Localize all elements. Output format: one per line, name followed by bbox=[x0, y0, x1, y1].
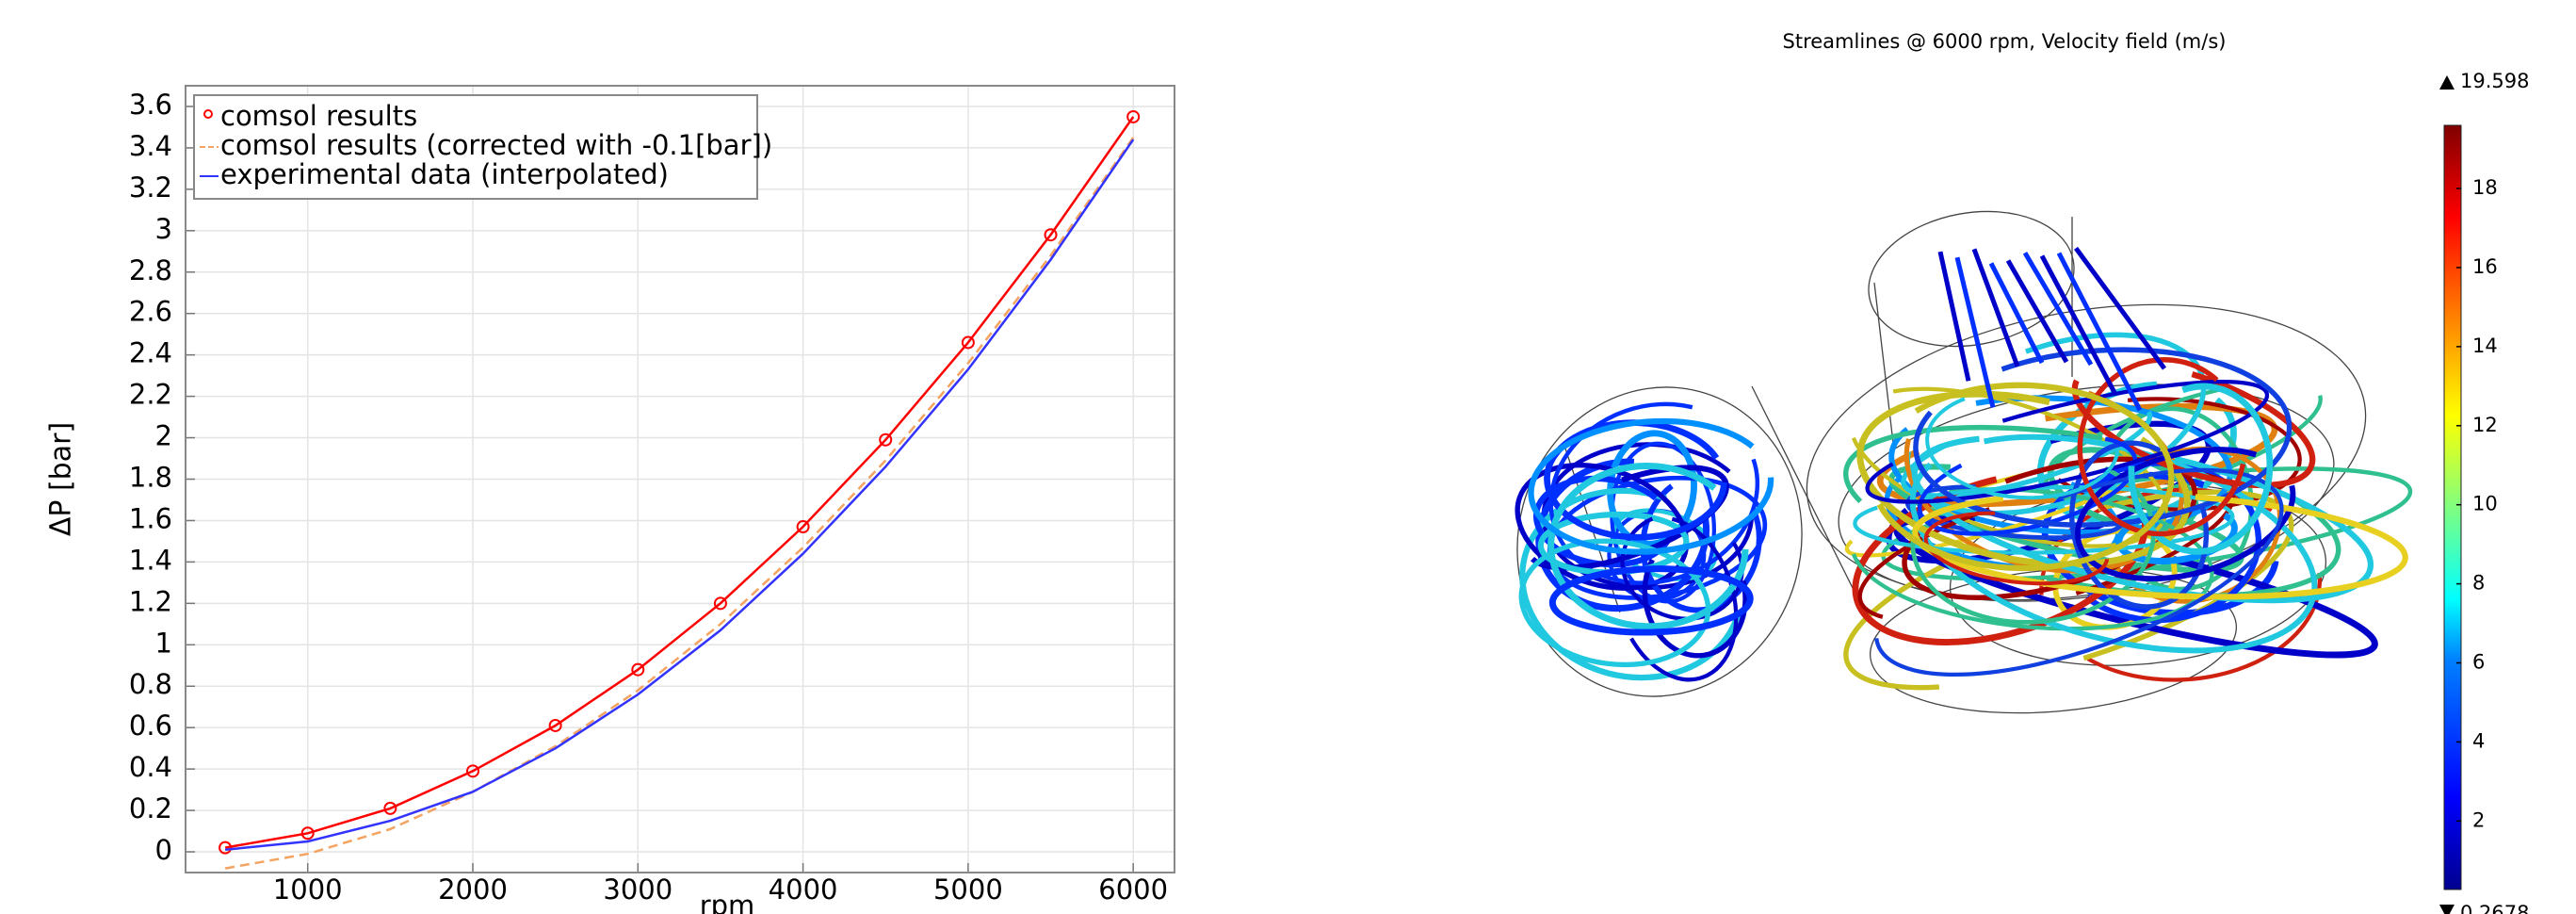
y-tick-label: 1 bbox=[155, 627, 172, 659]
x-tick-label: 5000 bbox=[933, 873, 1003, 906]
max-marker bbox=[2439, 75, 2454, 90]
y-tick-label: 1.4 bbox=[129, 544, 172, 576]
colorbar-min-label: 0.2678 bbox=[2460, 902, 2529, 914]
y-tick-label: 2 bbox=[155, 420, 172, 452]
colorbar-tick-label: 10 bbox=[2472, 493, 2498, 515]
min-marker bbox=[2439, 905, 2454, 914]
y-tick-label: 3.6 bbox=[129, 89, 172, 121]
line-chart: 0 0.2 0.4 0.6 0.8 1 1.2 1.4 1.6 1.8 2 2.2 2.4 2.6 2.8 3… bbox=[45, 86, 1175, 914]
series-line bbox=[225, 138, 1133, 869]
colorbar-tick-label: 18 bbox=[2472, 176, 2498, 199]
x-tick-label: 6000 bbox=[1098, 873, 1168, 906]
page: {"chart_data": [ {"type": "line", "y_lab… bbox=[0, 0, 2576, 914]
series-line bbox=[225, 139, 1133, 850]
colorbar bbox=[2444, 125, 2461, 890]
y-tick-label: 2.4 bbox=[129, 337, 172, 369]
x-tick-label: 3000 bbox=[603, 873, 672, 906]
streamline-plot: Streamlines @ 6000 rpm, Velocity field (… bbox=[1482, 30, 2529, 914]
y-tick-label: 0.2 bbox=[129, 792, 172, 824]
x-tick-label: 2000 bbox=[438, 873, 508, 906]
legend-label: experimental data (interpolated) bbox=[220, 158, 669, 190]
legend-label: comsol results (corrected with -0.1[bar]… bbox=[220, 129, 772, 161]
colorbar-tick-label: 6 bbox=[2472, 651, 2485, 674]
y-tick-label: 3.2 bbox=[129, 171, 172, 204]
y-tick-label: 2.8 bbox=[129, 254, 172, 286]
colorbar-tick-label: 12 bbox=[2472, 414, 2498, 436]
colorbar-tick-label: 4 bbox=[2472, 729, 2485, 752]
colorbar-tick-label: 14 bbox=[2472, 335, 2498, 357]
colorbar-tick-label: 8 bbox=[2472, 572, 2485, 595]
series-line bbox=[225, 117, 1133, 848]
y-tick-label: 2.2 bbox=[129, 379, 172, 411]
y-tick-label: 3.4 bbox=[129, 130, 172, 162]
y-tick-label: 0.6 bbox=[129, 710, 172, 742]
plot-title: Streamlines @ 6000 rpm, Velocity field (… bbox=[1783, 30, 2227, 53]
colorbar-tick-label: 16 bbox=[2472, 255, 2498, 278]
x-axis-label: rpm bbox=[700, 890, 755, 914]
y-tick-label: 0.4 bbox=[129, 751, 172, 783]
legend-label: comsol results bbox=[220, 100, 417, 132]
colorbar-tick-label: 2 bbox=[2472, 808, 2485, 831]
streamline bbox=[1940, 252, 1968, 381]
y-tick-label: 0.8 bbox=[129, 668, 172, 700]
y-tick-label: 0 bbox=[155, 834, 172, 866]
y-axis-label: ΔP [bar] bbox=[45, 422, 78, 536]
streamline bbox=[2042, 256, 2115, 395]
x-tick-label: 4000 bbox=[769, 873, 838, 906]
y-tick-label: 1.2 bbox=[129, 585, 172, 617]
y-tick-label: 2.6 bbox=[129, 296, 172, 328]
screenshot: 0 0.2 0.4 0.6 0.8 1 1.2 1.4 1.6 1.8 2 2.2 2.4 2.6 2.8 3… bbox=[0, 0, 2576, 914]
x-tick-label: 1000 bbox=[273, 873, 343, 906]
y-tick-label: 1.6 bbox=[129, 502, 172, 534]
y-tick-label: 3 bbox=[155, 213, 172, 245]
y-tick-label: 1.8 bbox=[129, 462, 172, 494]
colorbar-max-label: 19.598 bbox=[2460, 70, 2529, 92]
